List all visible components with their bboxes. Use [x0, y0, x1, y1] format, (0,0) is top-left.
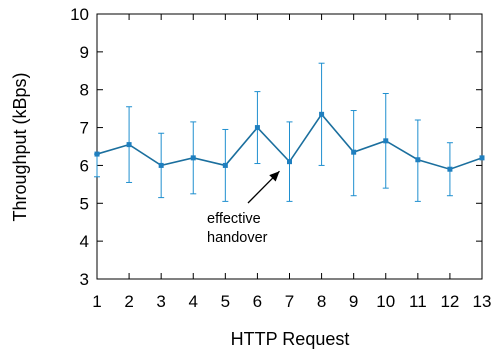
y-tick-label: 9	[80, 43, 89, 62]
x-tick-label: 4	[189, 292, 198, 311]
error-bars	[94, 62, 453, 202]
x-tick-label: 11	[409, 292, 427, 311]
data-point	[415, 157, 421, 163]
y-tick-label: 3	[80, 270, 89, 289]
y-tick-label: 10	[70, 5, 89, 24]
data-point	[383, 138, 389, 144]
x-tick-label: 3	[156, 292, 165, 311]
annotation-line-2: handover	[207, 230, 268, 246]
y-tick-label: 5	[80, 194, 89, 213]
x-tick-label: 5	[221, 292, 230, 311]
annotation-layer: effective handover	[207, 170, 280, 246]
data-point	[479, 155, 485, 161]
y-tick-label: 8	[80, 81, 89, 100]
data-point	[351, 149, 357, 155]
x-tick-label: 1	[92, 292, 101, 311]
annotation-arrow	[247, 170, 280, 204]
y-tick-label: 4	[80, 232, 89, 251]
data-point	[126, 142, 132, 148]
data-point	[94, 151, 100, 157]
annotation-line-1: effective	[207, 211, 261, 227]
y-tick-label: 6	[80, 156, 89, 175]
data-point	[190, 155, 196, 161]
data-point	[222, 162, 228, 168]
x-tick-label: 13	[473, 292, 492, 311]
x-axis-label: HTTP Request	[231, 329, 350, 349]
y-axis-label: Throughput (kBps)	[10, 72, 30, 221]
x-tick-label: 7	[285, 292, 294, 311]
x-tick-label: 8	[317, 292, 326, 311]
data-point	[319, 111, 325, 117]
data-point	[287, 159, 292, 165]
x-tick-label: 9	[349, 292, 358, 311]
data-point	[254, 125, 260, 131]
y-tick-label: 7	[80, 119, 89, 138]
x-tick-label: 6	[253, 292, 262, 311]
series-markers	[94, 111, 485, 172]
x-tick-label: 10	[376, 292, 395, 311]
data-point	[158, 162, 164, 168]
x-tick-label: 12	[440, 292, 459, 311]
data-point	[447, 166, 453, 172]
x-tick-label: 2	[124, 292, 133, 311]
